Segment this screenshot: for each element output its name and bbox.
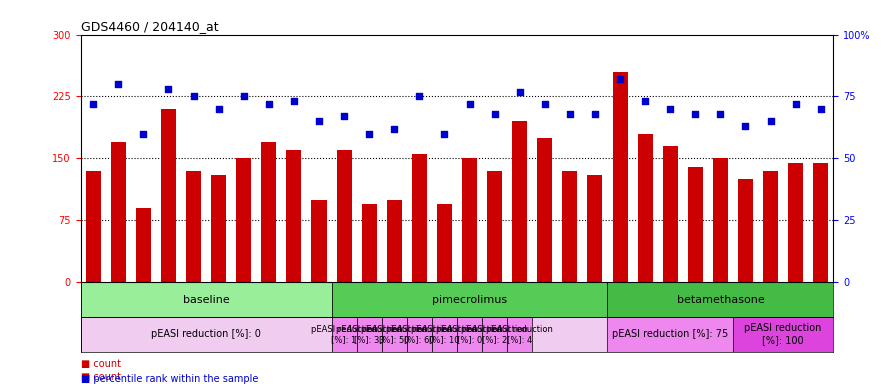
FancyBboxPatch shape bbox=[357, 317, 382, 352]
Bar bbox=[462, 158, 477, 282]
FancyBboxPatch shape bbox=[457, 317, 482, 352]
Point bbox=[237, 93, 251, 99]
Text: pEASI reduction
[%]: 4: pEASI reduction [%]: 4 bbox=[487, 324, 553, 344]
Point bbox=[538, 101, 552, 107]
Bar bbox=[262, 142, 276, 282]
Point bbox=[588, 111, 602, 117]
Bar bbox=[487, 171, 502, 282]
Point bbox=[186, 93, 201, 99]
Text: pEASI reduction
[%]: 10: pEASI reduction [%]: 10 bbox=[411, 324, 478, 344]
Point bbox=[312, 118, 326, 124]
Bar bbox=[588, 175, 602, 282]
Point bbox=[287, 98, 301, 104]
Bar bbox=[362, 204, 376, 282]
Point bbox=[387, 126, 401, 132]
Point bbox=[161, 86, 176, 92]
Bar bbox=[763, 171, 778, 282]
Point bbox=[688, 111, 702, 117]
Bar bbox=[237, 158, 251, 282]
Text: pimecrolimus: pimecrolimus bbox=[432, 295, 507, 305]
Point bbox=[462, 101, 477, 107]
FancyBboxPatch shape bbox=[81, 282, 332, 317]
FancyBboxPatch shape bbox=[81, 317, 332, 352]
Point bbox=[763, 118, 778, 124]
Bar bbox=[613, 72, 627, 282]
Text: baseline: baseline bbox=[183, 295, 229, 305]
Text: pEASI reduction
[%]: 33: pEASI reduction [%]: 33 bbox=[336, 324, 402, 344]
Bar bbox=[312, 200, 326, 282]
Bar bbox=[111, 142, 125, 282]
Point bbox=[412, 93, 426, 99]
Bar bbox=[638, 134, 652, 282]
Bar bbox=[738, 179, 753, 282]
Text: betamethasone: betamethasone bbox=[676, 295, 764, 305]
Point bbox=[262, 101, 276, 107]
Bar bbox=[663, 146, 677, 282]
Point bbox=[487, 111, 502, 117]
Bar bbox=[161, 109, 176, 282]
Bar bbox=[688, 167, 702, 282]
Point bbox=[86, 101, 100, 107]
Text: pEASI reduction [%]: 75: pEASI reduction [%]: 75 bbox=[612, 329, 728, 339]
Point bbox=[563, 111, 577, 117]
Point bbox=[814, 106, 828, 112]
Bar bbox=[337, 150, 351, 282]
FancyBboxPatch shape bbox=[81, 317, 833, 352]
Bar bbox=[287, 150, 301, 282]
Point bbox=[713, 111, 728, 117]
Point bbox=[111, 81, 125, 87]
FancyBboxPatch shape bbox=[607, 282, 833, 317]
Bar bbox=[788, 162, 803, 282]
Bar bbox=[86, 171, 100, 282]
Bar bbox=[563, 171, 577, 282]
Bar bbox=[136, 208, 151, 282]
Bar bbox=[713, 158, 728, 282]
Bar bbox=[412, 154, 426, 282]
Text: GDS4460 / 204140_at: GDS4460 / 204140_at bbox=[81, 20, 219, 33]
Point bbox=[663, 106, 677, 112]
Text: pEASI reduction [%]: 0: pEASI reduction [%]: 0 bbox=[151, 329, 261, 339]
Bar bbox=[538, 138, 552, 282]
Text: ■ percentile rank within the sample: ■ percentile rank within the sample bbox=[81, 374, 258, 384]
Text: ■ count: ■ count bbox=[81, 372, 121, 382]
FancyBboxPatch shape bbox=[607, 317, 733, 352]
Text: pEASI reduction
[%]: 2: pEASI reduction [%]: 2 bbox=[461, 324, 528, 344]
Bar bbox=[211, 175, 226, 282]
Text: ■ count: ■ count bbox=[81, 359, 121, 369]
Text: pEASI reduction
[%]: 100: pEASI reduction [%]: 100 bbox=[745, 323, 822, 345]
Bar bbox=[186, 171, 201, 282]
FancyBboxPatch shape bbox=[482, 317, 507, 352]
Bar bbox=[437, 204, 452, 282]
FancyBboxPatch shape bbox=[382, 317, 407, 352]
FancyBboxPatch shape bbox=[332, 317, 357, 352]
FancyBboxPatch shape bbox=[407, 317, 432, 352]
Point bbox=[337, 113, 351, 119]
FancyBboxPatch shape bbox=[507, 317, 532, 352]
Text: pEASI reduction
[%]: 1: pEASI reduction [%]: 1 bbox=[311, 324, 377, 344]
Bar bbox=[387, 200, 401, 282]
Point bbox=[362, 131, 376, 137]
Point bbox=[437, 131, 452, 137]
FancyBboxPatch shape bbox=[733, 317, 833, 352]
FancyBboxPatch shape bbox=[432, 317, 457, 352]
Point bbox=[613, 76, 627, 82]
Point bbox=[738, 123, 753, 129]
Text: pEASI reduction
[%]: 0: pEASI reduction [%]: 0 bbox=[436, 324, 503, 344]
Text: pEASI reduction
[%]: 60: pEASI reduction [%]: 60 bbox=[386, 324, 452, 344]
Point bbox=[513, 88, 527, 94]
Bar bbox=[814, 162, 828, 282]
Point bbox=[638, 98, 652, 104]
Point bbox=[788, 101, 803, 107]
Text: pEASI reduction
[%]: 50: pEASI reduction [%]: 50 bbox=[361, 324, 427, 344]
Point bbox=[136, 131, 151, 137]
FancyBboxPatch shape bbox=[332, 282, 607, 317]
Bar bbox=[513, 121, 527, 282]
Point bbox=[211, 106, 226, 112]
